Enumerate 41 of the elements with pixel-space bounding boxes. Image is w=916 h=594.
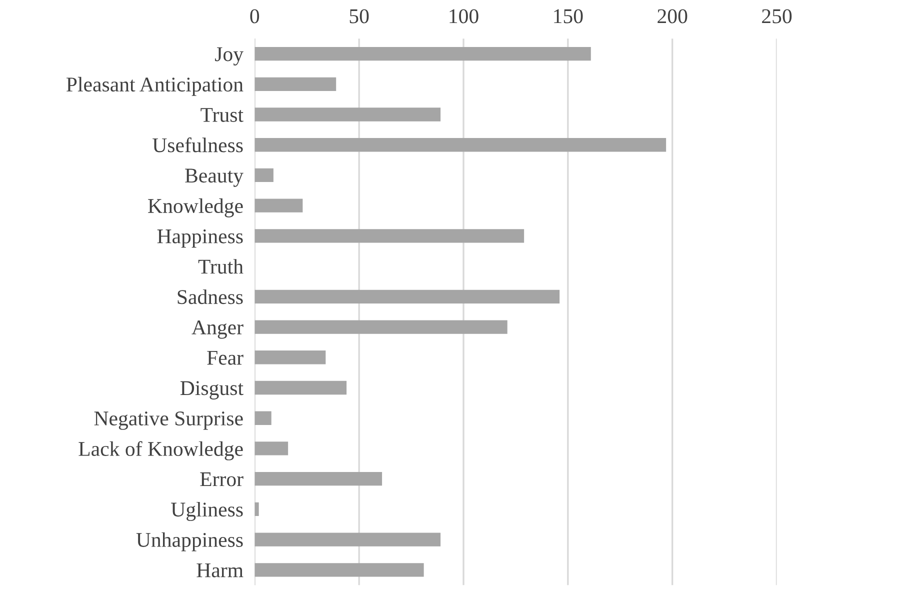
y-tick-label: Negative Surprise (94, 412, 243, 430)
y-tick-label: Anger (192, 320, 244, 339)
y-tick-label: Joy (215, 47, 244, 66)
bar (254, 442, 288, 456)
y-tick-label: Disgust (180, 381, 244, 400)
bar (254, 563, 424, 577)
bar (254, 290, 560, 304)
bar (254, 411, 272, 425)
y-tick-label: Lack of Knowledge (78, 441, 243, 460)
y-tick-label: Unhappiness (136, 532, 243, 552)
x-tick-label: 0 (250, 9, 260, 24)
bar (254, 168, 274, 182)
y-tick-label: Usefulness (152, 137, 243, 152)
bar (254, 502, 259, 516)
bar (254, 532, 441, 546)
y-tick-label: Fear (207, 350, 244, 365)
bar (254, 380, 347, 395)
y-tick-label: Truth (198, 259, 244, 274)
bar (254, 229, 524, 243)
x-tick-label: 200 (658, 9, 688, 24)
y-tick-label: Harm (196, 563, 244, 578)
y-tick-label: Trust (200, 108, 244, 122)
bar (254, 350, 326, 364)
bar (254, 108, 441, 122)
bar (254, 320, 508, 334)
x-tick-label: 50 (350, 9, 369, 24)
y-tick-label: Ugliness (171, 502, 243, 521)
x-tick-label: 150 (554, 9, 583, 24)
y-tick-label: Beauty (185, 168, 244, 187)
y-tick-label: Pleasant Anticipation (66, 76, 244, 96)
bar (254, 198, 303, 212)
x-tick-label: 100 (450, 9, 478, 24)
y-tick-label: Error (200, 472, 244, 486)
bar (254, 472, 382, 486)
bar (254, 46, 591, 61)
bar (254, 77, 336, 91)
y-tick-label: Knowledge (148, 198, 243, 218)
y-tick-label: Sadness (178, 289, 243, 304)
bar (254, 138, 666, 152)
y-tick-label: Happiness (157, 229, 243, 248)
x-tick-label: 250 (762, 9, 792, 24)
